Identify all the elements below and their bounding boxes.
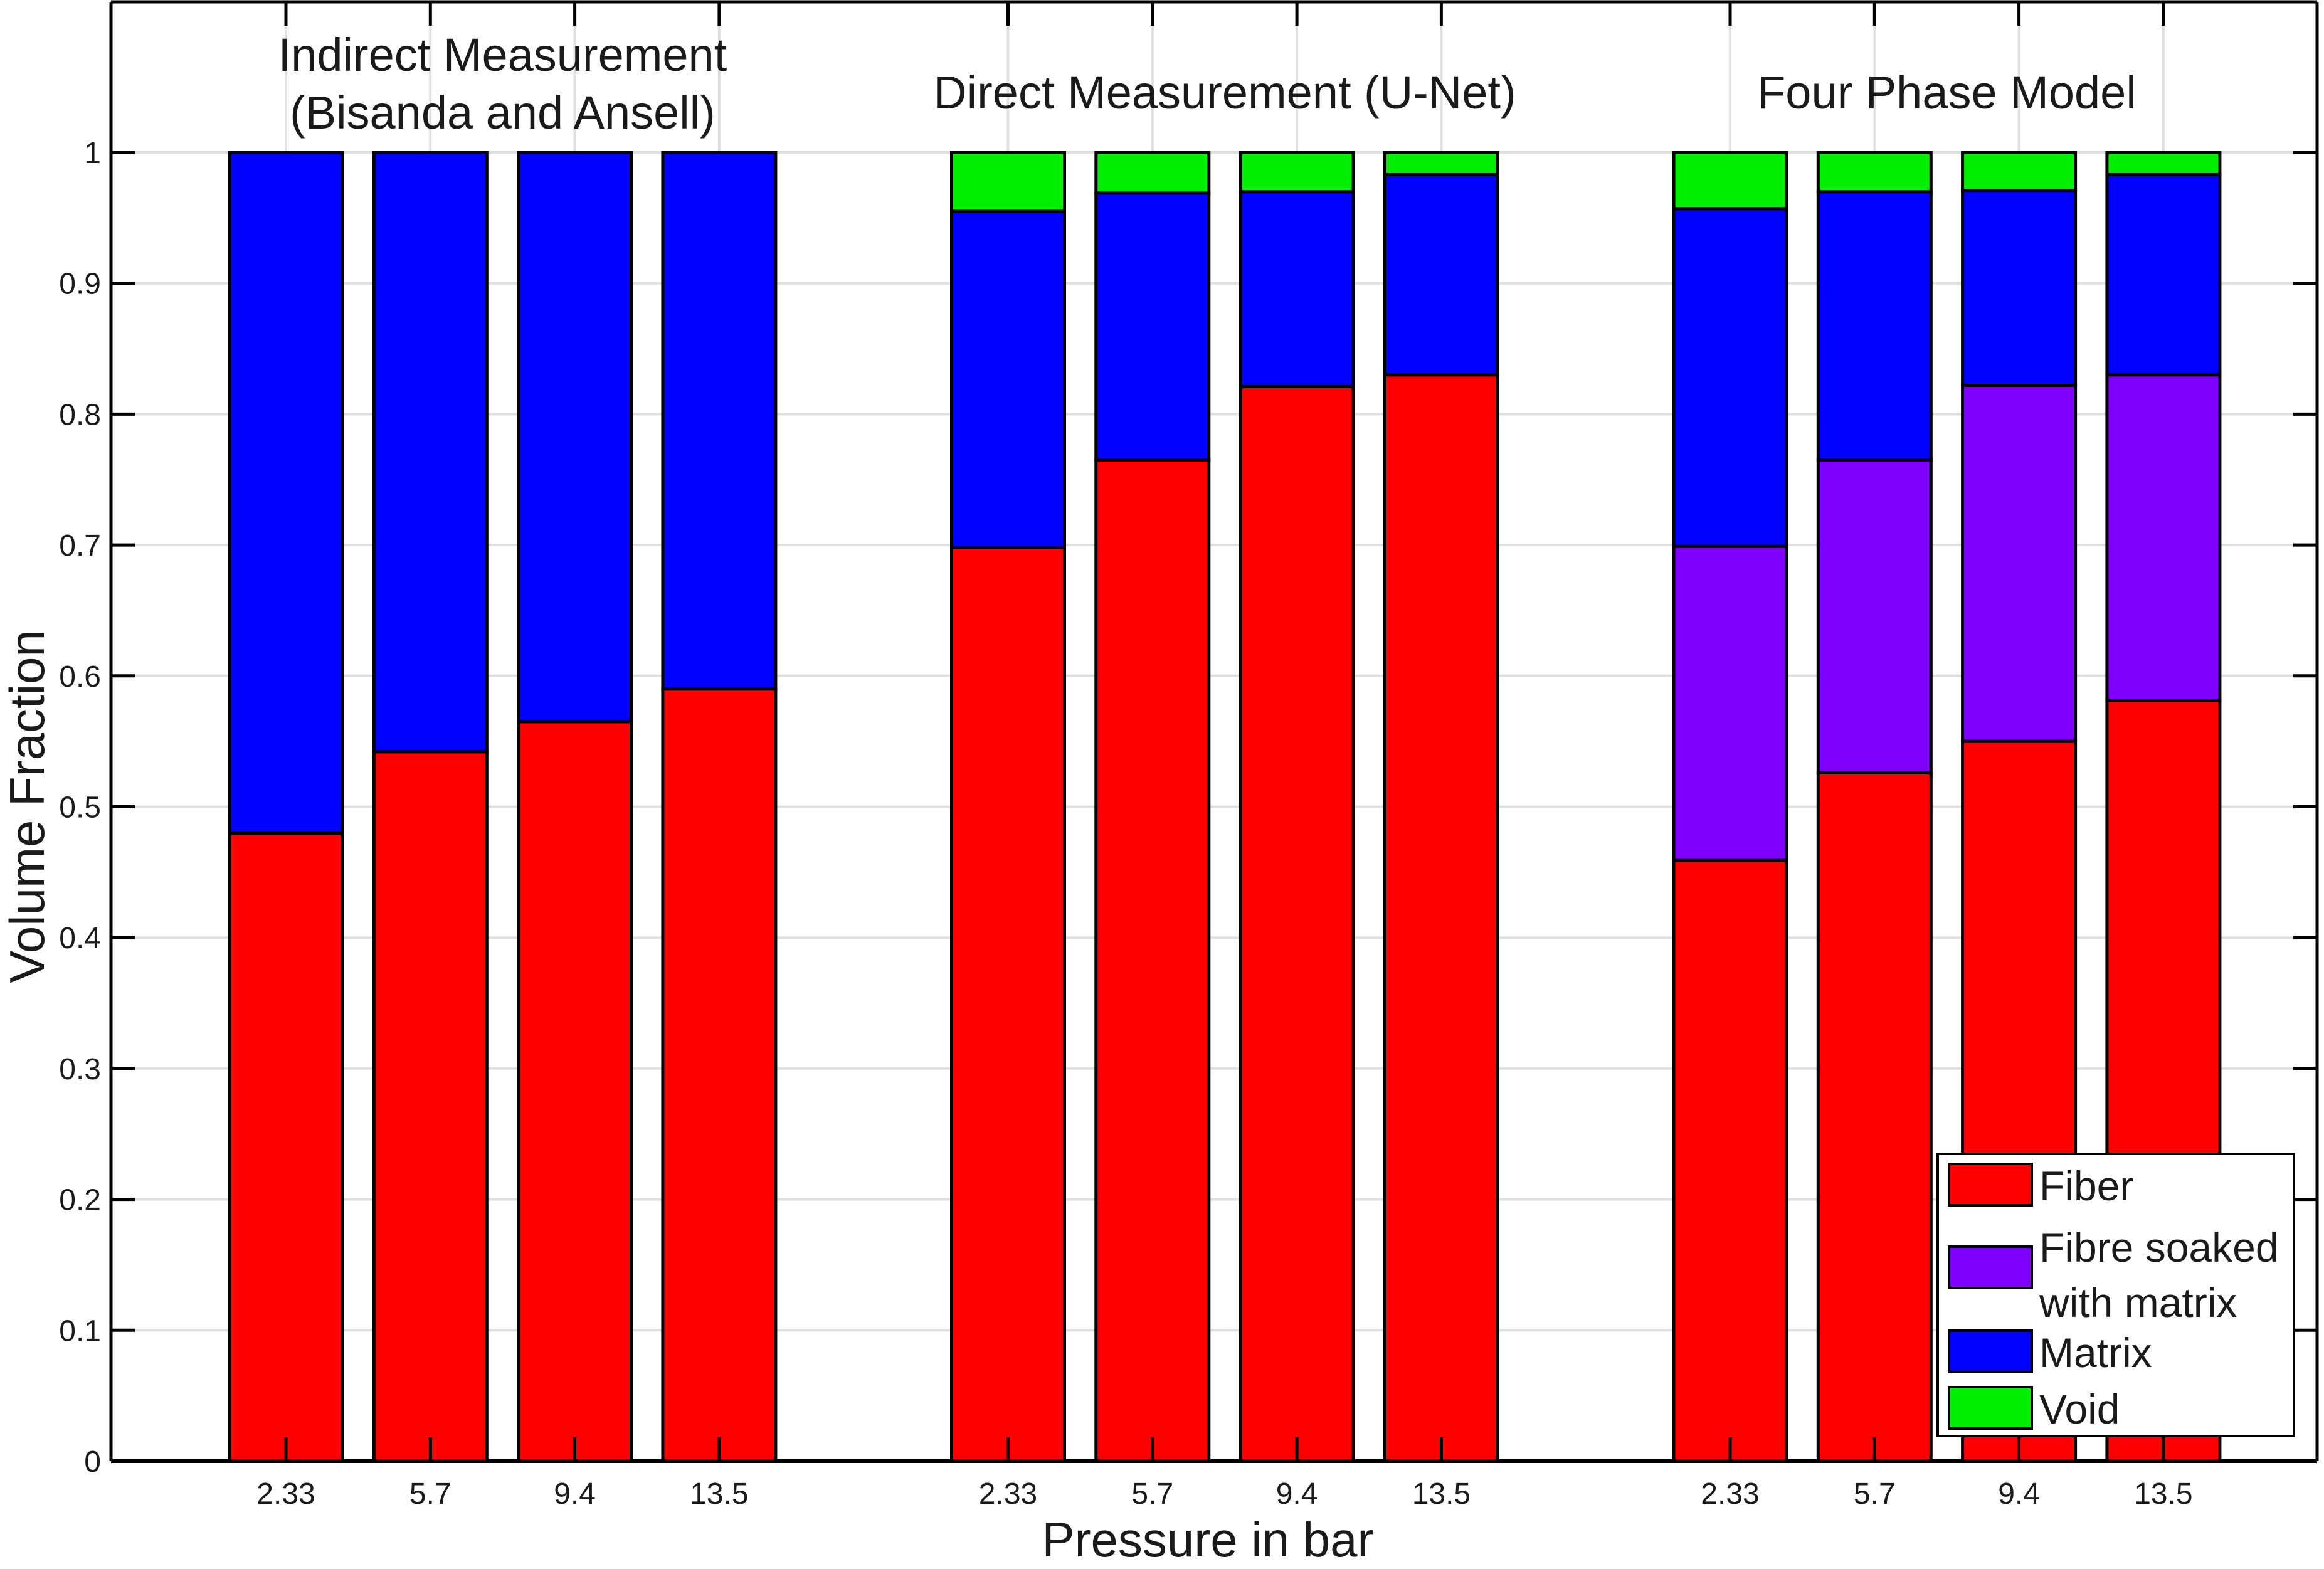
x-tick-label: 2.33 xyxy=(979,1477,1037,1511)
group-title: (Bisanda and Ansell) xyxy=(290,87,716,139)
bar-segment-matrix xyxy=(1672,207,1788,548)
bar-segment-fiber xyxy=(1383,373,1499,1463)
x-tick-label: 5.7 xyxy=(1131,1477,1173,1511)
bar-segment-fiber xyxy=(661,687,778,1463)
group-title: Direct Measurement (U-Net) xyxy=(933,66,1516,119)
y-tick-label: 0.6 xyxy=(59,660,101,694)
x-tick-label: 13.5 xyxy=(2134,1477,2192,1511)
y-tick-label: 0.4 xyxy=(59,922,101,955)
bar-segment-matrix xyxy=(1961,189,2078,387)
bar-segment-fiber xyxy=(1239,385,1355,1463)
bar-segment-soaked xyxy=(2105,373,2222,702)
y-tick-label: 0.8 xyxy=(59,398,101,431)
bar-segment-matrix xyxy=(1816,190,1933,462)
legend-label-void: Void xyxy=(2039,1386,2120,1432)
bar-group xyxy=(950,151,1499,1463)
legend-swatch-void xyxy=(1948,1386,2033,1430)
bar-segment-void xyxy=(2105,151,2222,176)
bar-segment-fiber xyxy=(1816,771,1933,1463)
y-tick-label: 0 xyxy=(84,1445,101,1479)
bar-segment-fiber xyxy=(517,720,633,1463)
bar-segment-void xyxy=(1961,151,2078,193)
bar-segment-soaked xyxy=(1961,383,2078,743)
x-tick-label: 9.4 xyxy=(1276,1477,1318,1511)
bar-segment-void xyxy=(1239,151,1355,194)
bar-segment-void xyxy=(1094,151,1211,195)
bar-segment-soaked xyxy=(1672,544,1788,862)
y-tick-label: 0.3 xyxy=(59,1053,101,1086)
bar-segment-matrix xyxy=(661,151,778,691)
bar-segment-fiber xyxy=(228,831,344,1463)
legend-label-fiber: Fiber xyxy=(2039,1163,2133,1209)
bar-segment-matrix xyxy=(1094,191,1211,462)
group-titles: Indirect Measurement (Bisanda and Ansell)… xyxy=(278,29,2136,139)
bar-segment-void xyxy=(1383,151,1499,176)
y-axis-label: Volume Fraction xyxy=(0,630,55,983)
group-title: Four Phase Model xyxy=(1757,66,2136,119)
bar-group xyxy=(228,151,778,1463)
bar-segment-soaked xyxy=(1816,458,1933,774)
bar-segment-matrix xyxy=(2105,172,2222,377)
y-tick-label: 0.5 xyxy=(59,791,101,825)
legend-swatch-matrix xyxy=(1948,1329,2033,1373)
x-tick-label: 9.4 xyxy=(554,1477,596,1511)
bar-segment-matrix xyxy=(372,151,489,754)
x-tick-label: 5.7 xyxy=(409,1477,452,1511)
bar-segment-fiber xyxy=(1094,458,1211,1463)
axes xyxy=(109,0,2319,1463)
x-tick-label: 13.5 xyxy=(1412,1477,1471,1511)
y-tick-label: 0.9 xyxy=(59,268,101,301)
x-tick-label: 5.7 xyxy=(1854,1477,1896,1511)
legend-label-soaked: Fibre soaked xyxy=(2039,1224,2279,1271)
group-title: Indirect Measurement xyxy=(278,29,727,81)
bar-segment-matrix xyxy=(228,151,344,835)
x-axis-label: Pressure in bar xyxy=(1042,1512,1374,1567)
bar-segment-matrix xyxy=(1239,190,1355,389)
bar-segment-void xyxy=(1672,151,1788,211)
x-tick-label: 13.5 xyxy=(690,1477,748,1511)
y-tick-label: 1 xyxy=(84,137,101,170)
x-tick-label: 2.33 xyxy=(1701,1477,1759,1511)
bar-segment-void xyxy=(1816,151,1933,194)
x-tick-label: 9.4 xyxy=(1998,1477,2040,1511)
x-tick-label: 2.33 xyxy=(256,1477,315,1511)
legend-swatch-soaked xyxy=(1948,1245,2033,1289)
legend-label-soaked: with matrix xyxy=(2039,1279,2237,1326)
bar-segment-fiber xyxy=(1672,858,1788,1463)
legend-swatch-fiber xyxy=(1948,1163,2033,1207)
bar-segment-fiber xyxy=(372,750,489,1463)
tick-labels: 0 0.1 0.2 0.3 0.4 0.5 0.6 0.7 0.8 0.9 1 2.33 5.7 9.4 1… xyxy=(59,137,2192,1511)
legend-label-matrix: Matrix xyxy=(2039,1329,2152,1376)
bar-segment-matrix xyxy=(1383,172,1499,377)
y-tick-label: 0.2 xyxy=(59,1184,101,1217)
bar-segment-matrix xyxy=(517,151,633,724)
bar-segment-fiber xyxy=(950,546,1066,1463)
y-tick-label: 0.7 xyxy=(59,529,101,563)
y-tick-label: 0.1 xyxy=(59,1314,101,1348)
bar-segment-matrix xyxy=(950,209,1066,549)
bar-segment-void xyxy=(950,151,1066,213)
